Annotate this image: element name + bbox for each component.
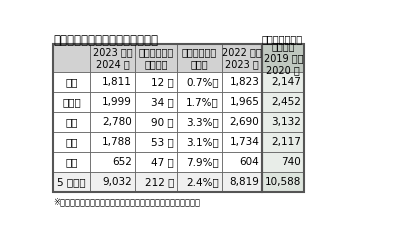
Bar [53,132,90,152]
Bar [177,92,222,112]
Text: 10,588: 10,588 [265,177,301,187]
Bar [262,132,304,152]
Text: 2,452: 2,452 [271,97,301,107]
Text: 2,117: 2,117 [271,137,301,147]
Text: 2,147: 2,147 [271,77,301,87]
Bar [262,172,304,192]
Text: 8,819: 8,819 [229,177,259,187]
Bar [90,45,135,72]
Text: 【参考】
2019 年～
2020 年: 【参考】 2019 年～ 2020 年 [264,41,303,75]
Text: 1,999: 1,999 [102,97,132,107]
Bar [135,172,177,192]
Bar [53,172,90,192]
Text: 2023 年～
2024 年: 2023 年～ 2024 年 [93,47,132,69]
Bar [262,112,304,132]
Text: 47 増: 47 増 [151,157,174,167]
Text: 前年との比較
（率）: 前年との比較 （率） [182,47,217,69]
Bar [53,92,90,112]
Text: 1,734: 1,734 [229,137,259,147]
Bar [222,112,262,132]
Text: 1.7%増: 1.7%増 [186,97,219,107]
Bar [135,72,177,92]
Bar [262,45,304,192]
Bar [222,172,262,192]
Bar [262,92,304,112]
Text: 京急: 京急 [66,137,78,147]
Bar [90,112,135,132]
Bar [53,45,262,192]
Bar [90,152,135,172]
Text: （単位：千人）: （単位：千人） [262,34,303,44]
Text: 1,788: 1,788 [102,137,132,147]
Text: 京王: 京王 [66,77,78,87]
Text: 212 増: 212 増 [145,177,174,187]
Bar [135,92,177,112]
Bar [90,72,135,92]
Bar [262,72,304,92]
Bar [222,92,262,112]
Bar [222,72,262,92]
Bar [177,72,222,92]
Bar [90,92,135,112]
Bar [222,45,262,72]
Text: 5 社合計: 5 社合計 [57,177,86,187]
Text: 1,965: 1,965 [229,97,259,107]
Bar [135,112,177,132]
Bar [90,172,135,192]
Bar [53,45,90,72]
Text: ※各数値は人単位で算出し、千人単位未満を切り捨てています。: ※各数値は人単位で算出し、千人単位未満を切り捨てています。 [53,197,200,206]
Bar [135,45,177,72]
Text: 年末年始の定期外輸送実績の詳細: 年末年始の定期外輸送実績の詳細 [53,34,158,47]
Text: 3,132: 3,132 [271,117,301,127]
Text: 9,032: 9,032 [102,177,132,187]
Bar [135,132,177,152]
Text: 7.9%増: 7.9%増 [186,157,219,167]
Bar [135,152,177,172]
Text: 34 増: 34 増 [151,97,174,107]
Text: 小田急: 小田急 [62,97,81,107]
Bar [53,112,90,132]
Text: 前年との比較
（増減）: 前年との比較 （増減） [138,47,174,69]
Text: 604: 604 [240,157,259,167]
Bar [177,45,222,72]
Bar [90,132,135,152]
Bar [53,72,90,92]
Text: 90 増: 90 増 [151,117,174,127]
Bar [262,45,304,72]
Text: 1,823: 1,823 [229,77,259,87]
Text: 2.4%増: 2.4%増 [186,177,219,187]
Text: 12 減: 12 減 [151,77,174,87]
Text: 3.1%増: 3.1%増 [186,137,219,147]
Bar [222,132,262,152]
Text: 相鉄: 相鉄 [66,157,78,167]
Text: 53 増: 53 増 [151,137,174,147]
Bar [222,152,262,172]
Bar [53,152,90,172]
Text: 0.7%減: 0.7%減 [186,77,219,87]
Bar [177,152,222,172]
Bar [177,112,222,132]
Bar [262,152,304,172]
Bar [177,172,222,192]
Text: 740: 740 [281,157,301,167]
Text: 1,811: 1,811 [102,77,132,87]
Text: 2022 年～
2023 年: 2022 年～ 2023 年 [222,47,262,69]
Text: 3.3%増: 3.3%増 [186,117,219,127]
Text: 東急: 東急 [66,117,78,127]
Bar [177,132,222,152]
Text: 2,690: 2,690 [230,117,259,127]
Text: 652: 652 [112,157,132,167]
Text: 2,780: 2,780 [102,117,132,127]
